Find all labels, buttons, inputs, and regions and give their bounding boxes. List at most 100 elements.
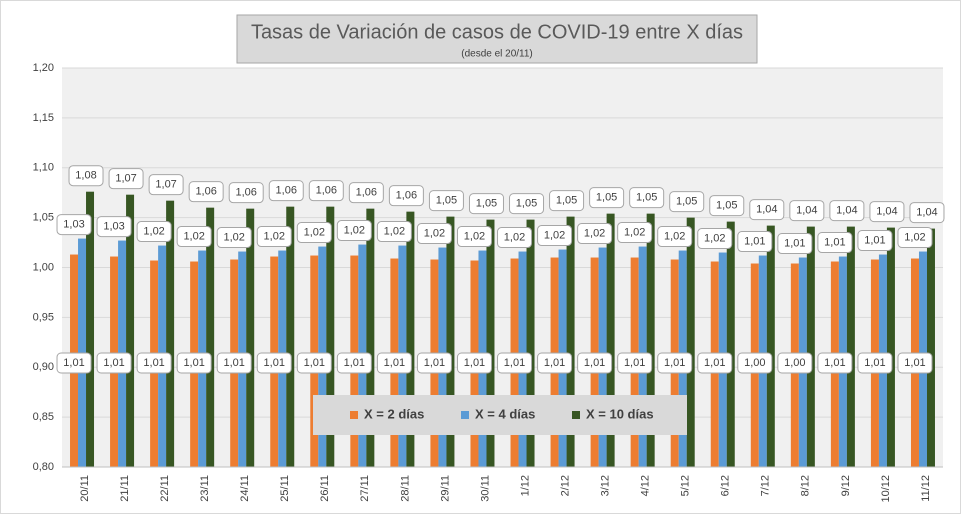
value-label: 1,01 [264, 357, 285, 369]
label-box [456, 226, 492, 248]
label-box [697, 352, 733, 374]
value-label: 1,06 [276, 185, 297, 197]
x-tick-label: 23/11 [199, 475, 211, 502]
bar [766, 225, 775, 467]
label-box [669, 191, 705, 213]
label-box [497, 352, 533, 374]
bar [566, 216, 575, 467]
y-tick-label: 1,20 [33, 62, 54, 74]
label-box [376, 352, 412, 374]
value-label: 1,00 [744, 357, 765, 369]
chart-title: Tasas de Variación de casos de COVID-19 … [251, 21, 743, 43]
label-box [629, 187, 665, 209]
label-box [537, 352, 573, 374]
x-tick-label: 9/12 [840, 475, 852, 496]
label-box [296, 222, 332, 244]
label-box [188, 181, 224, 203]
label-box [657, 352, 693, 374]
bar [526, 219, 535, 467]
x-tick-label: 26/11 [319, 475, 331, 502]
value-label: 1,01 [904, 357, 925, 369]
x-tick-label: 22/11 [159, 475, 171, 502]
bar [446, 216, 455, 467]
value-label: 1,02 [264, 230, 285, 242]
value-label: 1,02 [904, 231, 925, 243]
value-label: 1,01 [504, 357, 525, 369]
x-tick-label: 20/11 [79, 475, 91, 502]
label-box [537, 225, 573, 247]
label-box [416, 352, 452, 374]
value-label: 1,01 [824, 357, 845, 369]
bar [806, 226, 815, 467]
label-box [56, 352, 92, 374]
value-label: 1,06 [195, 186, 216, 198]
value-label: 1,01 [664, 357, 685, 369]
value-label: 1,02 [504, 231, 525, 243]
value-label: 1,03 [103, 220, 124, 232]
value-label: 1,02 [624, 226, 645, 238]
value-label: 1,01 [223, 357, 244, 369]
label-box [589, 187, 625, 209]
legend-label: X = 4 días [475, 406, 535, 421]
label-box [869, 201, 905, 223]
value-label: 1,04 [796, 205, 817, 217]
bar [886, 227, 895, 467]
x-tick-label: 2/12 [559, 475, 571, 496]
value-label: 1,05 [476, 198, 497, 210]
value-label: 1,04 [916, 207, 937, 219]
label-box [549, 190, 585, 212]
bar [686, 217, 695, 467]
label-box [148, 174, 184, 196]
label-box [577, 223, 613, 245]
label-box [428, 190, 464, 212]
value-label: 1,02 [223, 231, 244, 243]
value-label: 1,05 [556, 195, 577, 207]
y-tick-label: 1,00 [33, 261, 54, 273]
label-box [348, 182, 384, 204]
label-box [176, 226, 212, 248]
value-label: 1,02 [664, 230, 685, 242]
value-label: 1,01 [744, 235, 765, 247]
value-label: 1,04 [836, 205, 857, 217]
value-label: 1,06 [396, 190, 417, 202]
value-label: 1,08 [75, 170, 96, 182]
label-box [817, 352, 853, 374]
value-label: 1,06 [316, 185, 337, 197]
value-label: 1,01 [624, 357, 645, 369]
value-label: 1,07 [155, 179, 176, 191]
x-tick-label: 30/11 [479, 475, 491, 502]
label-box [617, 352, 653, 374]
label-box [509, 193, 545, 215]
title-box [236, 14, 758, 64]
x-tick-label: 5/12 [680, 475, 692, 496]
value-label: 1,01 [143, 357, 164, 369]
bar [166, 200, 175, 468]
y-tick-label: 0,90 [33, 361, 54, 373]
bar [646, 213, 655, 467]
legend-swatch [350, 411, 358, 419]
label-box [789, 200, 825, 222]
value-label: 1,01 [103, 357, 124, 369]
value-label: 1,05 [436, 195, 457, 207]
value-label: 1,01 [344, 357, 365, 369]
bar [326, 206, 335, 467]
label-box [376, 221, 412, 243]
label-box [176, 352, 212, 374]
value-label: 1,02 [143, 225, 164, 237]
bar [926, 228, 935, 467]
y-tick-label: 1,10 [33, 162, 54, 174]
value-label: 1,02 [384, 225, 405, 237]
label-box [96, 216, 132, 238]
value-label: 1,02 [464, 230, 485, 242]
x-tick-label: 28/11 [399, 475, 411, 502]
legend-swatch [572, 411, 580, 419]
label-box [577, 352, 613, 374]
label-box [216, 352, 252, 374]
value-label: 1,01 [304, 357, 325, 369]
label-box [737, 352, 773, 374]
bar [366, 208, 375, 467]
bar [606, 213, 615, 467]
bar [286, 206, 295, 467]
label-box [456, 352, 492, 374]
